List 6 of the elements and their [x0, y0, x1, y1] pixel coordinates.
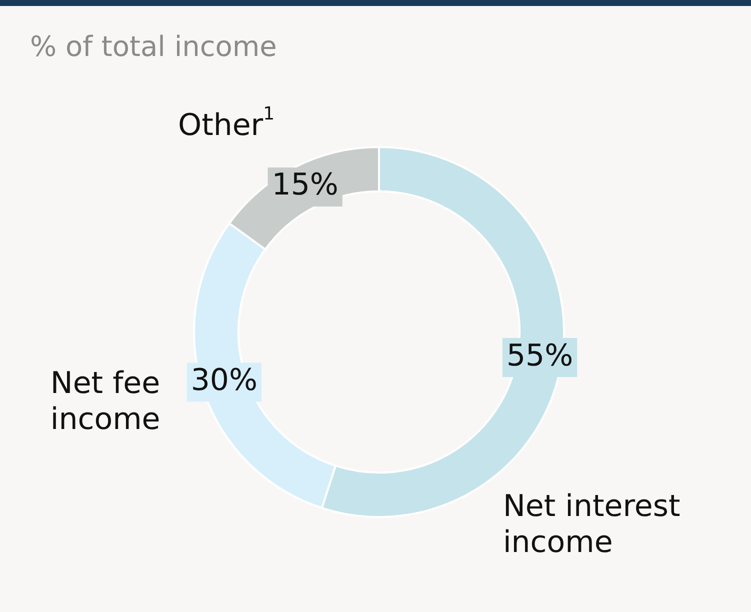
- legend-label: Net fee income: [50, 366, 160, 437]
- chart-title: % of total income: [30, 30, 277, 63]
- slice-label: Net interest income: [502, 489, 680, 560]
- data-label: 30%: [190, 363, 258, 398]
- data-label: 55%: [506, 338, 574, 374]
- data-label: 15%: [272, 168, 338, 203]
